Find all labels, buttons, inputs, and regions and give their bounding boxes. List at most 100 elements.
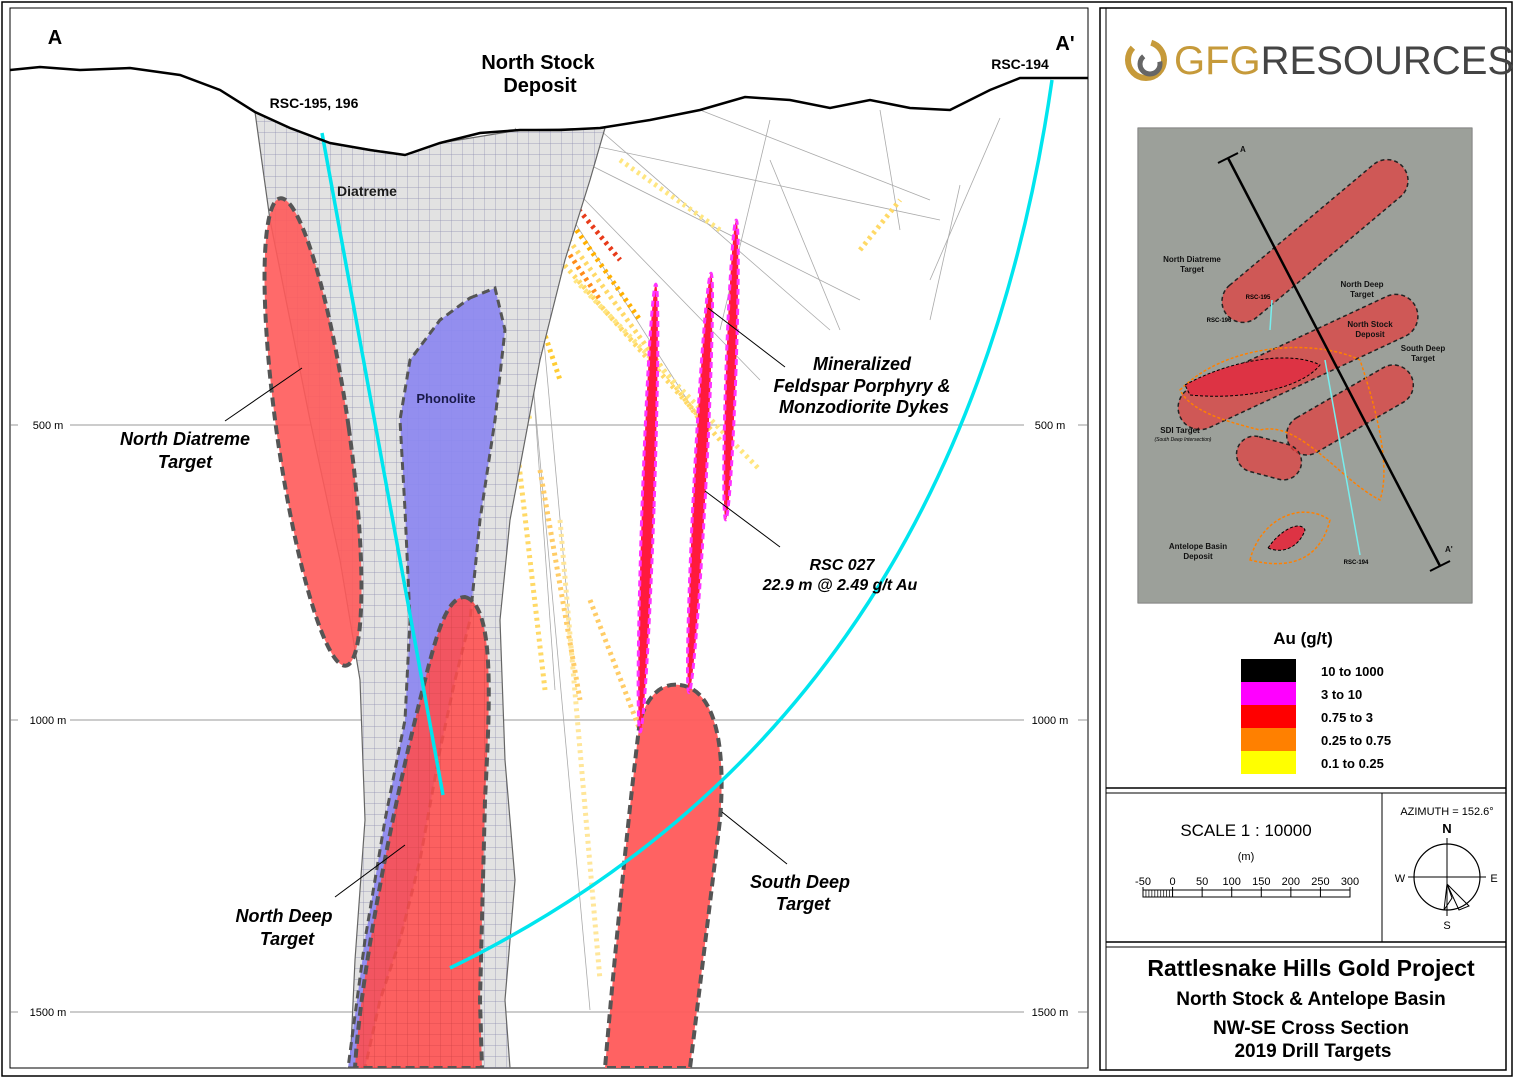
inset-section-line [1226,157,1442,567]
dykes [636,218,740,734]
target-label: Target [158,452,213,472]
unit-label: Diatreme [337,183,397,199]
side-frame [1099,7,1507,1071]
inset-label: Deposit [1355,330,1385,339]
inset-label: North Diatreme [1163,255,1221,264]
elevation-label: 1500 m [1032,1007,1069,1019]
scale-tick-label: 100 [1223,876,1241,888]
elevation-label-bg [1024,1004,1078,1020]
inset-label: SDI Target [1160,426,1200,435]
legend: 10 to 1000 3 to 10 0.75 to 3 0.25 to 0.75 0.… [1241,659,1391,774]
target-label: Target [776,894,831,914]
inset-label: North Stock [1347,320,1393,329]
inset-label: RSC-196 [1207,318,1232,324]
hole-label: RSC-194 [991,56,1049,72]
logo-gfg: GFG [1174,39,1261,83]
intercept-label: 22.9 m @ 2.49 g/t Au [762,577,918,594]
elevation-label: 1500 m [30,1007,67,1019]
inset-label: Deposit [1183,552,1213,561]
logo-mark [1137,51,1163,77]
drillhole-rsc-194 [449,79,1054,970]
inset-deposit [1267,525,1306,551]
elevation-label-bg [18,1004,70,1020]
inset-label: Target [1180,265,1204,274]
elevation-label-bg [1024,712,1078,728]
inset-label: South Deep [1401,344,1446,353]
elevation-label: 1000 m [1032,715,1069,727]
compass-n: N [1442,821,1451,836]
project-title: Rattlesnake Hills Gold Project [1147,955,1475,981]
scale-bar-body [1142,889,1351,898]
section-end: A' [1055,33,1074,55]
legend-label: 0.25 to 0.75 [1321,733,1391,748]
drillhole-rsc-195 [320,132,445,796]
scale-tick-label: 250 [1311,876,1329,888]
scale-unit: (m) [1238,851,1255,863]
elevation-label-bg [18,712,70,728]
topography [10,65,1088,157]
elevation-label-bg [18,417,70,433]
inset-label: Target [1411,354,1435,363]
scale-tick-label: 150 [1252,876,1270,888]
section-start: A [48,27,62,49]
scale-bar: -50 0 50 100 150 200 250 300 [1135,876,1359,898]
hole-label: RSC-195, 196 [270,95,359,111]
inset-label: A' [1445,545,1453,554]
inset-label: A [1240,145,1246,154]
logo-resources: RESOURCES [1261,39,1514,83]
leader-lines [224,307,788,898]
project-subtitle: North Stock & Antelope Basin [1176,989,1446,1010]
scale-tick-label: 200 [1282,876,1300,888]
legend-title: Au (g/t) [1273,629,1332,648]
dyke-label: Monzodiorite Dykes [779,397,949,417]
elevation-labels: 500 m 500 m 1000 m 1000 m 1500 m 1500 m [18,417,1078,1020]
elevation-label: 500 m [33,420,64,432]
inset-hole [1324,359,1361,556]
legend-label: 0.1 to 0.25 [1321,756,1384,771]
inset-label: Antelope Basin [1169,542,1227,551]
azimuth-arrow [1443,883,1470,911]
scale-tick-label: 50 [1196,876,1208,888]
inset-deposit [1184,357,1321,397]
legend-swatch [1241,751,1296,774]
deposit-label: North Stock [481,52,595,74]
section [10,65,1088,1068]
logo-text: GFGRESOURCES [1174,39,1514,83]
compass-e: E [1490,873,1497,885]
inset-section-end [1217,152,1239,164]
intercept-label: RSC 027 [810,557,876,574]
azimuth: AZIMUTH = 152.6° [1400,806,1493,818]
target-label: South Deep [750,872,850,892]
unit-label: Phonolite [416,391,475,406]
scale-tick-label: 300 [1341,876,1359,888]
compass-s: S [1443,920,1450,932]
inset-label: (South Deep Intersection) [1155,437,1212,443]
elevation-label: 500 m [1035,420,1066,432]
scale-label: SCALE 1 : 10000 [1180,821,1311,840]
target-label: Target [260,929,315,949]
inset-label: North Deep [1340,280,1383,289]
legend-label: 3 to 10 [1321,687,1362,702]
north-diatreme-target [262,196,364,668]
inset-label: RSC-194 [1344,560,1369,566]
legend-swatch [1241,659,1296,682]
drill-targets: 2019 Drill Targets [1234,1041,1391,1062]
dyke-label: Feldspar Porphyry & [773,376,950,396]
legend-label: 0.75 to 3 [1321,710,1373,725]
inset-label: Target [1350,290,1374,299]
section-name: NW-SE Cross Section [1213,1018,1409,1039]
elevation-label-bg [1024,417,1078,433]
scale-tick-label: -50 [1135,876,1151,888]
inset-map: A A' North Diatreme Target North Deep Ta… [1137,127,1473,604]
inset-label: RSC-195 [1246,295,1271,301]
elevation-label: 1000 m [30,715,67,727]
inset-section-end [1429,560,1451,572]
legend-label: 10 to 1000 [1321,664,1384,679]
legend-swatch [1241,705,1296,728]
logo-mark [1125,39,1167,81]
target-label: North Diatreme [120,429,250,449]
inset-contours [1179,346,1385,565]
inset-hole [1269,299,1273,331]
deposit-label: Deposit [503,75,577,97]
